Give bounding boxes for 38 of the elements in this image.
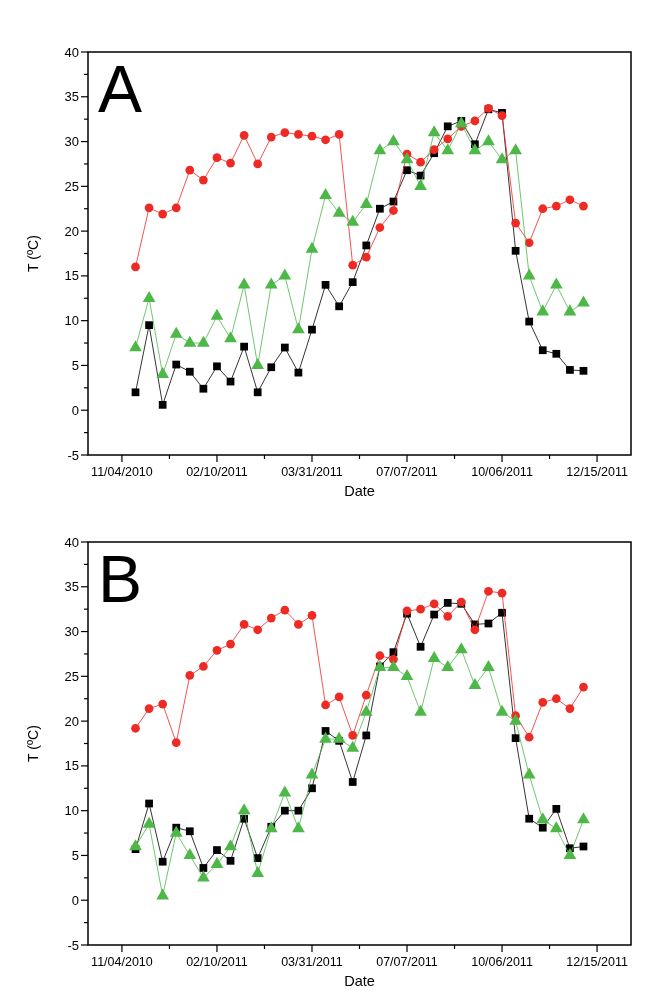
y-tick-label: -5: [67, 937, 79, 953]
y-axis-title: T (ºC): [25, 235, 41, 272]
x-tick-label: 03/31/2011: [281, 955, 343, 969]
y-tick-label: 0: [71, 892, 79, 908]
y-tick-label: 5: [71, 357, 79, 373]
x-tick-label: 11/04/2010: [91, 465, 153, 479]
x-axis-title: Date: [344, 483, 375, 499]
x-tick-label: 07/07/2011: [376, 955, 438, 969]
y-tick-label: 0: [71, 402, 79, 418]
y-tick-label: 10: [64, 803, 79, 819]
x-tick-label: 12/15/2011: [566, 465, 628, 479]
x-tick-label: 11/04/2010: [91, 955, 153, 969]
annotation: A: [98, 52, 143, 126]
y-tick-label: 10: [64, 313, 79, 329]
y-tick-label: 5: [71, 847, 79, 863]
y-tick-label: 40: [64, 534, 79, 550]
y-tick-label: -5: [67, 447, 79, 463]
y-tick-label: 30: [64, 624, 79, 640]
x-tick-label: 02/10/2011: [186, 955, 248, 969]
annotation: B: [98, 542, 143, 616]
x-tick-label: 07/07/2011: [376, 465, 438, 479]
y-tick-label: 40: [64, 44, 79, 60]
y-tick-label: 35: [64, 89, 79, 105]
y-tick-label: 20: [64, 223, 79, 239]
y-tick-label: 35: [64, 579, 79, 595]
y-tick-label: 15: [64, 758, 79, 774]
x-tick-label: 10/06/2011: [471, 465, 533, 479]
x-axis-title: Date: [344, 973, 375, 989]
x-tick-label: 12/15/2011: [566, 955, 628, 969]
x-tick-label: 03/31/2011: [281, 465, 343, 479]
y-tick-label: 25: [64, 178, 79, 194]
y-axis-title: T (ºC): [25, 725, 41, 762]
y-tick-label: 15: [64, 268, 79, 284]
y-tick-label: 30: [64, 134, 79, 150]
x-tick-label: 02/10/2011: [186, 465, 248, 479]
y-tick-label: 25: [64, 668, 79, 684]
x-tick-label: 10/06/2011: [471, 955, 533, 969]
y-tick-label: 20: [64, 713, 79, 729]
